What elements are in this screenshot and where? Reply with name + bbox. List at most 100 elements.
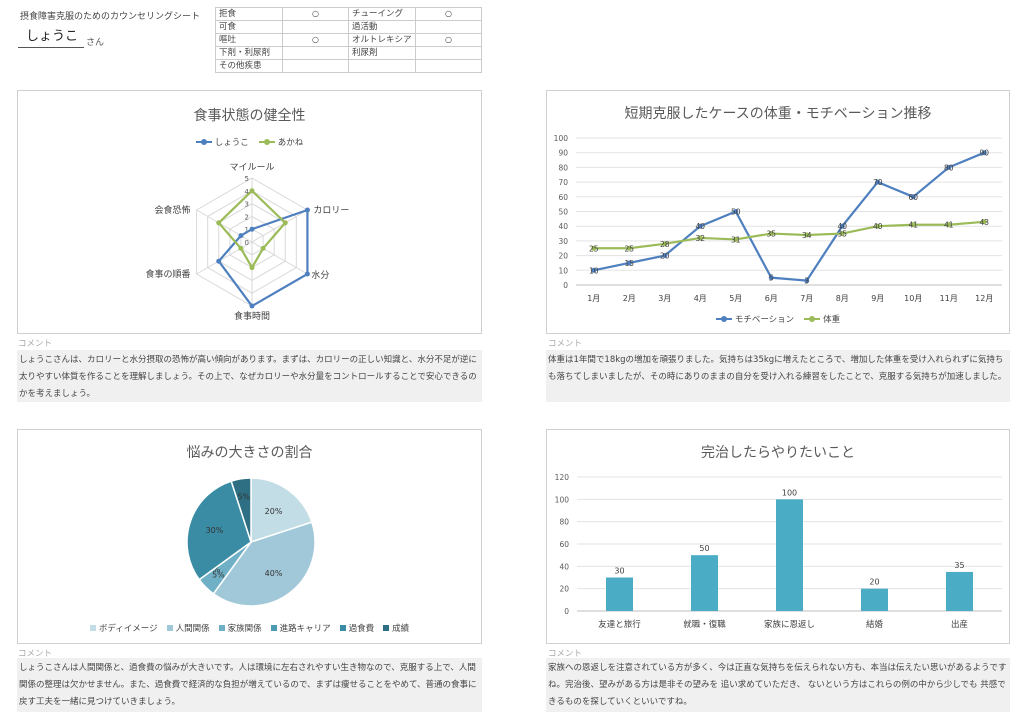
symptom-mark [415,20,482,34]
radar-tick-label: 2 [245,213,249,221]
line-chart-panel: 0 10 20 30 40 50 60 70 80 90 100 1月 2月 3月 4月 5月 6月 7月 8月 9月… [546,90,1010,334]
line-y-tick-label: 70 [558,178,568,187]
bar-x-tick-label: 結婚 [866,619,884,630]
legend-label: 体重 [823,315,841,325]
pie-slice [250,477,313,544]
line-point [733,209,739,214]
radar-series-0-point [238,233,244,239]
bar-chart-title: 完治したらやりたいこと [701,445,855,461]
symptom-label: 嘔吐 [215,33,283,47]
radar-series-0-point [304,271,310,277]
line-data-label: 40 [837,222,847,231]
line-comment: 体重は1年間で18kgの増加を頑張りました。気持ちは35kgに増えたところで、増… [546,350,1010,402]
radar-series-0-point [304,207,310,213]
line-point [910,194,916,200]
symptom-mark: ○ [282,33,349,47]
bar-chart-panel: 0 20 40 60 80 100 120 30 友達と旅行 50 就職・復職 100 家族に恩返し 20… [546,429,1010,644]
line-data-label: 90 [979,149,989,158]
line-point [662,253,668,259]
sheet-title: 摂食障害克服のためのカウンセリングシート [20,12,201,22]
radar-axis-label: マイルール [229,163,274,173]
radar-axis-label: 会食恐怖 [155,204,191,216]
line-point [591,267,597,273]
bar-data-label: 20 [869,578,879,587]
line-x-tick-label: 10月 [904,294,922,303]
radar-axis-label: カロリー [313,205,349,216]
pie-legend-item: 進路キャリア [270,622,331,634]
legend-label: 成績 [392,624,410,634]
line-point [875,179,881,185]
line-point [804,232,810,238]
line-data-label: 41 [908,221,918,230]
symptom-row: 拒食 ○ チューイング ○ [215,7,482,21]
legend-label: 過食費 [348,624,375,634]
symptom-row: 可食 過活動 [215,20,482,34]
line-point [768,275,774,281]
line-data-label: 70 [873,178,883,187]
line-data-label: 35 [837,230,847,239]
bar-comment: 家族への恩返しを注意されている方が多く、今は正直な気持ちを伝えられない方も、本当… [546,658,1010,712]
bar-data-label: 50 [699,544,709,553]
radar-series-1-point [282,220,288,226]
line-point [697,235,703,241]
legend-swatch [270,625,277,631]
symptom-mark [282,59,349,73]
line-data-label: 40 [695,222,705,231]
radar-axis-label: 食事の順番 [146,268,191,280]
bar-y-tick-label: 100 [555,495,570,504]
line-data-label: 25 [589,244,599,253]
radar-axis-label: 水分 [311,269,329,281]
comment-label: コメント [548,649,583,659]
bar-data-label: 100 [782,488,797,497]
line-point [981,150,987,156]
line-point [910,222,916,228]
line-data-label: 60 [908,193,918,202]
bar-x-tick-label: 就職・復職 [683,619,726,630]
pie-comment: しょうこさんは人間関係と、過食費の悩みが大きいです。人は環境に左右されやすい生き… [17,658,482,712]
line-x-tick-label: 8月 [836,294,849,303]
line-y-tick-label: 90 [558,149,568,158]
line-y-tick-label: 50 [558,208,568,217]
line-y-tick-label: 100 [554,134,569,143]
line-data-label: 3 [804,277,809,286]
radar-series-0-point [249,303,255,309]
legend-label: しょうこ [214,138,249,148]
radar-series-1-point [249,265,255,271]
radar-series-1-point [216,220,222,226]
line-x-tick-label: 1月 [587,294,600,303]
line-data-label: 5 [769,274,774,283]
bar-chart: 0 20 40 60 80 100 120 30 友達と旅行 50 就職・復職 100 家族に恩返し 20… [555,473,1002,630]
pie-data-label: 5% [237,492,250,501]
radar-axis-label: 食事時間 [234,310,270,322]
legend-swatch [383,625,390,631]
radar-series-0-point [249,226,255,232]
symptom-label: 可食 [215,20,283,34]
line-x-tick-label: 3月 [658,294,671,303]
bar-y-tick-label: 20 [559,585,569,594]
legend-label: あかね [277,138,304,148]
client-name: しょうこ [18,25,84,48]
line-data-label: 10 [589,266,599,275]
line-series-0 [593,151,985,282]
line-y-tick-label: 30 [558,237,568,246]
bar [691,555,718,611]
bar [946,571,973,611]
radar-comment: しょうこさんは、カロリーと水分摂取の恐怖が高い傾向があります。まずは、カロリーの… [17,350,482,402]
line-point [697,223,703,229]
line-x-tick-label: 2月 [623,294,636,303]
radar-tick-label: 5 [245,175,249,183]
symptom-mark [415,46,482,60]
pie-chart: 20%40%5%0%30%5% [186,477,316,607]
line-point [875,223,881,229]
line-chart-title: 短期克服したケースの体重・モチベーション推移 [624,106,932,122]
legend-item-akane: あかね [258,136,304,148]
pie-chart-panel: 20%40%5%0%30%5% 悩みの大きさの割合 ボディイメージ人間関係家族関… [17,429,482,644]
pie-legend-item: 家族関係 [218,622,262,634]
line-y-tick-label: 20 [558,252,568,261]
legend-item-weight: 体重 [804,313,840,325]
legend-label: 人間関係 [175,624,210,634]
radar-series-1-point [249,188,255,194]
radar-tick-label: 4 [245,188,250,196]
symptom-label: オルトレキシア [348,33,416,47]
